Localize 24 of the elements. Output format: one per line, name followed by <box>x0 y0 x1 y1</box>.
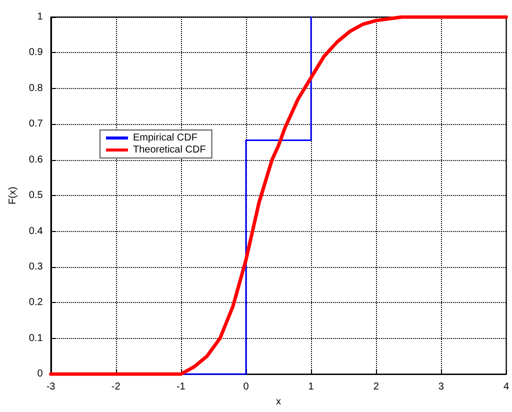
x-tick-label: 4 <box>503 382 510 393</box>
x-tick-label: 3 <box>438 382 444 393</box>
y-tick-label: 0.2 <box>28 297 44 308</box>
x-tick-label: 1 <box>308 382 314 393</box>
y-tick-label: 0.6 <box>28 154 44 166</box>
x-tick-label: 0 <box>243 382 250 393</box>
y-tick-label: 0.8 <box>28 82 44 94</box>
x-tick-label: -2 <box>111 382 121 393</box>
y-tick-label: 0.3 <box>28 261 44 272</box>
y-tick-label: 0.5 <box>28 190 44 202</box>
x-tick-label: -3 <box>46 382 56 393</box>
y-tick-label: 0.7 <box>28 118 44 130</box>
x-tick-label: 2 <box>373 382 380 393</box>
y-tick-label: 0.9 <box>28 47 44 58</box>
x-tick-label: -1 <box>176 382 186 393</box>
line-series <box>49 15 508 376</box>
y-tick-label: 0.4 <box>28 226 44 237</box>
y-tick-label: 0 <box>37 368 44 380</box>
y-tick-label: 0.1 <box>28 332 44 344</box>
x-axis-title: x <box>276 396 282 408</box>
legend-label: Theoretical CDF <box>133 144 206 156</box>
y-tick-label: 1 <box>37 12 44 22</box>
legend-label: Empirical CDF <box>133 132 198 144</box>
y-axis-title: F(x) <box>8 186 18 204</box>
